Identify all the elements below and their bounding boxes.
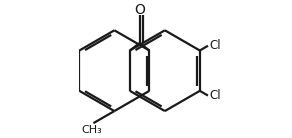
- Text: CH₃: CH₃: [82, 125, 102, 135]
- Text: Cl: Cl: [209, 89, 221, 102]
- Text: O: O: [134, 3, 145, 17]
- Text: Cl: Cl: [209, 39, 221, 52]
